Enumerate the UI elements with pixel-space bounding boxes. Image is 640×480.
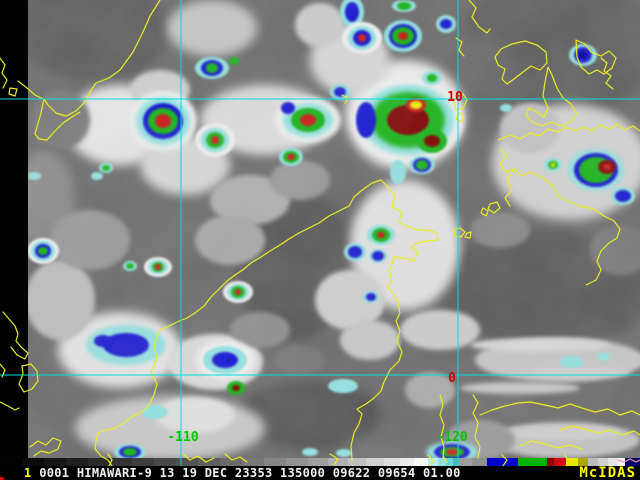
- coastline: [455, 37, 465, 57]
- colorbar-segment: [598, 458, 608, 466]
- coastline: [94, 329, 161, 466]
- colorbar-segment: [547, 458, 554, 466]
- enhancement-colorbar: [0, 458, 640, 466]
- coastline: [472, 394, 481, 459]
- colorbar-segment: [286, 458, 308, 466]
- colorbar-segment: [198, 458, 220, 466]
- colorbar-segment: [220, 458, 242, 466]
- coastline: [2, 311, 29, 360]
- coastline: [182, 453, 215, 463]
- cursor-mark: [0, 477, 4, 480]
- coastline: [575, 39, 617, 75]
- coastline: [17, 80, 44, 100]
- colorbar-segment: [264, 458, 286, 466]
- colorbar-segment: [66, 458, 88, 466]
- colorbar-segment: [554, 458, 566, 466]
- colorbar-segment: [366, 458, 384, 466]
- colorbar-segment: [588, 458, 598, 466]
- coastline: [479, 401, 640, 416]
- colorbar-segment: [110, 458, 132, 466]
- coastline: [0, 57, 8, 89]
- colorbar-segment: [459, 458, 472, 466]
- coastline-overlay: [0, 0, 640, 466]
- grid-label: -110: [167, 430, 198, 445]
- colorbar-segment: [487, 458, 518, 466]
- coastline: [519, 440, 583, 450]
- grid-label: -120: [436, 430, 467, 445]
- coastline: [559, 425, 640, 436]
- coastline: [29, 437, 62, 457]
- colorbar-segment: [438, 458, 446, 466]
- coastline: [468, 0, 491, 34]
- coastline: [453, 93, 468, 111]
- colorbar-segment: [154, 458, 176, 466]
- colorbar-segment: [578, 458, 588, 466]
- coastline: [487, 201, 501, 214]
- coastline: [8, 87, 18, 97]
- coastline: [442, 455, 448, 463]
- coastline: [525, 66, 578, 127]
- colorbar-segment: [88, 458, 110, 466]
- cloud-texture: [0, 0, 640, 458]
- coastline: [427, 454, 434, 466]
- colorbar-segment: [328, 458, 348, 466]
- coastline: [494, 40, 548, 85]
- coastline: [341, 94, 349, 104]
- colorbar-segment: [414, 458, 428, 466]
- latlon-grid: [0, 0, 640, 466]
- colorbar-segment: [566, 458, 578, 466]
- colorbar-segment: [242, 458, 264, 466]
- coastline: [464, 231, 472, 239]
- coastline: [439, 394, 445, 459]
- coastline: [617, 458, 640, 463]
- coastline: [453, 227, 466, 238]
- coastline: [34, 0, 161, 141]
- satellite-image[interactable]: 10 0 -110 -120: [0, 0, 640, 466]
- colorbar-segment: [348, 458, 366, 466]
- image-annotation-text: 0001 HIMAWARI-9 13 19 DEC 23353 135000 0…: [39, 466, 461, 480]
- colorbar-segment: [625, 458, 640, 466]
- colorbar-segment: [132, 458, 154, 466]
- coastline: [18, 363, 39, 393]
- colorbar-segment: [384, 458, 400, 466]
- colorbar-segment: [472, 458, 487, 466]
- grid-label: 0: [448, 371, 456, 386]
- colorbar-segment: [0, 458, 22, 466]
- coastline: [159, 182, 373, 331]
- grid-labels: 10 0 -110 -120: [167, 90, 467, 445]
- coastline: [564, 454, 569, 466]
- coastline: [499, 148, 621, 286]
- coastline: [600, 57, 614, 90]
- coastline: [329, 453, 339, 466]
- coastline: [455, 112, 465, 123]
- coastline: [501, 454, 508, 466]
- colorbar-segment: [446, 458, 453, 466]
- coastline: [107, 453, 113, 466]
- coastline: [497, 123, 640, 141]
- colorbar-segment: [400, 458, 414, 466]
- coastline: [480, 207, 489, 217]
- colorbar-segment: [176, 458, 198, 466]
- colorbar-segment: [618, 458, 625, 466]
- colorbar-segment: [44, 458, 66, 466]
- colorbar-segment: [453, 458, 459, 466]
- colorbar-segment: [308, 458, 328, 466]
- frame-number: 1: [24, 466, 32, 480]
- coastline: [350, 179, 439, 461]
- coastline: [0, 401, 20, 411]
- coastline: [224, 453, 248, 463]
- colorbar-segment: [518, 458, 547, 466]
- colorbar-segment: [22, 458, 44, 466]
- colorbar-segment: [608, 458, 618, 466]
- coastline: [504, 170, 514, 207]
- mcidas-logo: McIDAS: [579, 465, 636, 480]
- status-bar: 1 0001 HIMAWARI-9 13 19 DEC 23353 135000…: [0, 466, 640, 480]
- grid-label: 10: [447, 90, 463, 105]
